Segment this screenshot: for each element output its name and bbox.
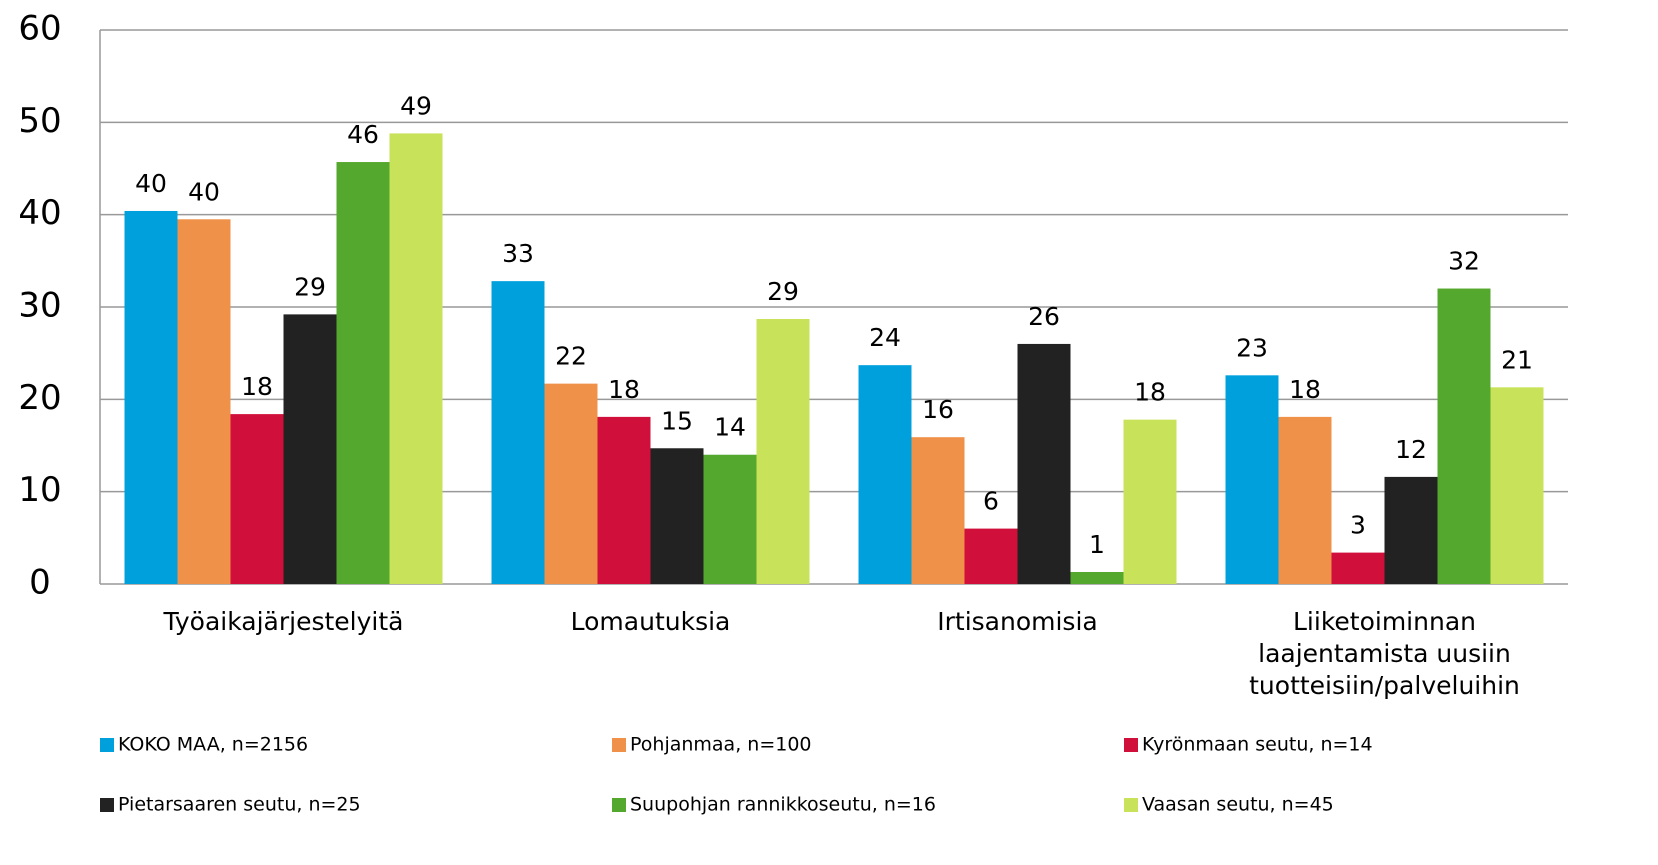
bar — [1331, 552, 1385, 584]
bar — [1437, 288, 1491, 584]
legend-label: Pohjanmaa, n=100 — [630, 734, 812, 756]
data-label: 49 — [400, 91, 432, 120]
bar — [650, 448, 704, 584]
legend-label: Kyrönmaan seutu, n=14 — [1142, 734, 1373, 756]
bar — [389, 133, 443, 584]
y-tick-label: 50 — [18, 101, 61, 141]
data-label: 1 — [1089, 530, 1105, 559]
data-label: 29 — [767, 277, 799, 306]
y-tick-label: 40 — [18, 193, 61, 233]
bar — [1070, 571, 1124, 584]
data-label: 32 — [1448, 247, 1480, 276]
x-tick-label: Työaikajärjestelyitä — [163, 607, 404, 636]
data-label: 12 — [1395, 435, 1427, 464]
bar — [177, 219, 231, 585]
y-tick-label: 0 — [29, 563, 51, 603]
bar — [491, 281, 545, 584]
data-label: 18 — [1134, 378, 1166, 407]
legend-swatch — [100, 738, 114, 752]
bar — [1490, 387, 1544, 584]
y-tick-label: 10 — [18, 470, 61, 510]
legend-label: Vaasan seutu, n=45 — [1142, 794, 1334, 816]
bar — [1225, 375, 1279, 584]
legend-label: KOKO MAA, n=2156 — [118, 734, 308, 756]
legend-label: Suupohjan rannikkoseutu, n=16 — [630, 794, 936, 816]
data-label: 24 — [869, 323, 901, 352]
bar — [1384, 476, 1438, 584]
bar — [964, 528, 1018, 584]
x-tick-label: Liiketoiminnan laajentamista uusiin tuot… — [1249, 607, 1520, 700]
bar — [283, 314, 337, 584]
data-label: 18 — [608, 375, 640, 404]
bar — [703, 454, 757, 584]
legend-swatch — [100, 798, 114, 812]
data-label: 26 — [1028, 302, 1060, 331]
bar — [1278, 416, 1332, 584]
data-label: 23 — [1236, 333, 1268, 362]
legend-swatch — [612, 738, 626, 752]
data-label: 16 — [922, 395, 954, 424]
data-label: 40 — [135, 169, 167, 198]
bar — [597, 416, 651, 584]
y-tick-label: 30 — [18, 286, 61, 326]
legend-label: Pietarsaaren seutu, n=25 — [118, 794, 361, 816]
x-tick-label: Lomautuksia — [570, 607, 731, 636]
data-label: 14 — [714, 413, 746, 442]
bar — [756, 319, 810, 584]
data-label: 22 — [555, 342, 587, 371]
data-label: 18 — [1289, 375, 1321, 404]
data-label: 18 — [241, 372, 273, 401]
bar — [124, 210, 178, 584]
y-tick-label: 60 — [18, 9, 61, 49]
bar — [336, 162, 390, 584]
bar — [230, 414, 284, 584]
bar — [911, 437, 965, 584]
data-label: 3 — [1350, 511, 1366, 540]
data-label: 21 — [1501, 345, 1533, 374]
data-label: 15 — [661, 406, 693, 435]
data-label: 46 — [347, 120, 379, 149]
data-label: 33 — [502, 239, 534, 268]
legend-swatch — [1124, 738, 1138, 752]
legend-swatch — [1124, 798, 1138, 812]
legend-swatch — [612, 798, 626, 812]
data-label: 6 — [983, 487, 999, 516]
bar — [858, 365, 912, 584]
y-tick-label: 20 — [18, 378, 61, 418]
data-label: 29 — [294, 272, 326, 301]
bar — [544, 383, 598, 584]
bar — [1017, 343, 1071, 584]
data-label: 40 — [188, 177, 220, 206]
x-tick-label: Irtisanomisia — [937, 607, 1098, 636]
bar — [1123, 419, 1177, 584]
